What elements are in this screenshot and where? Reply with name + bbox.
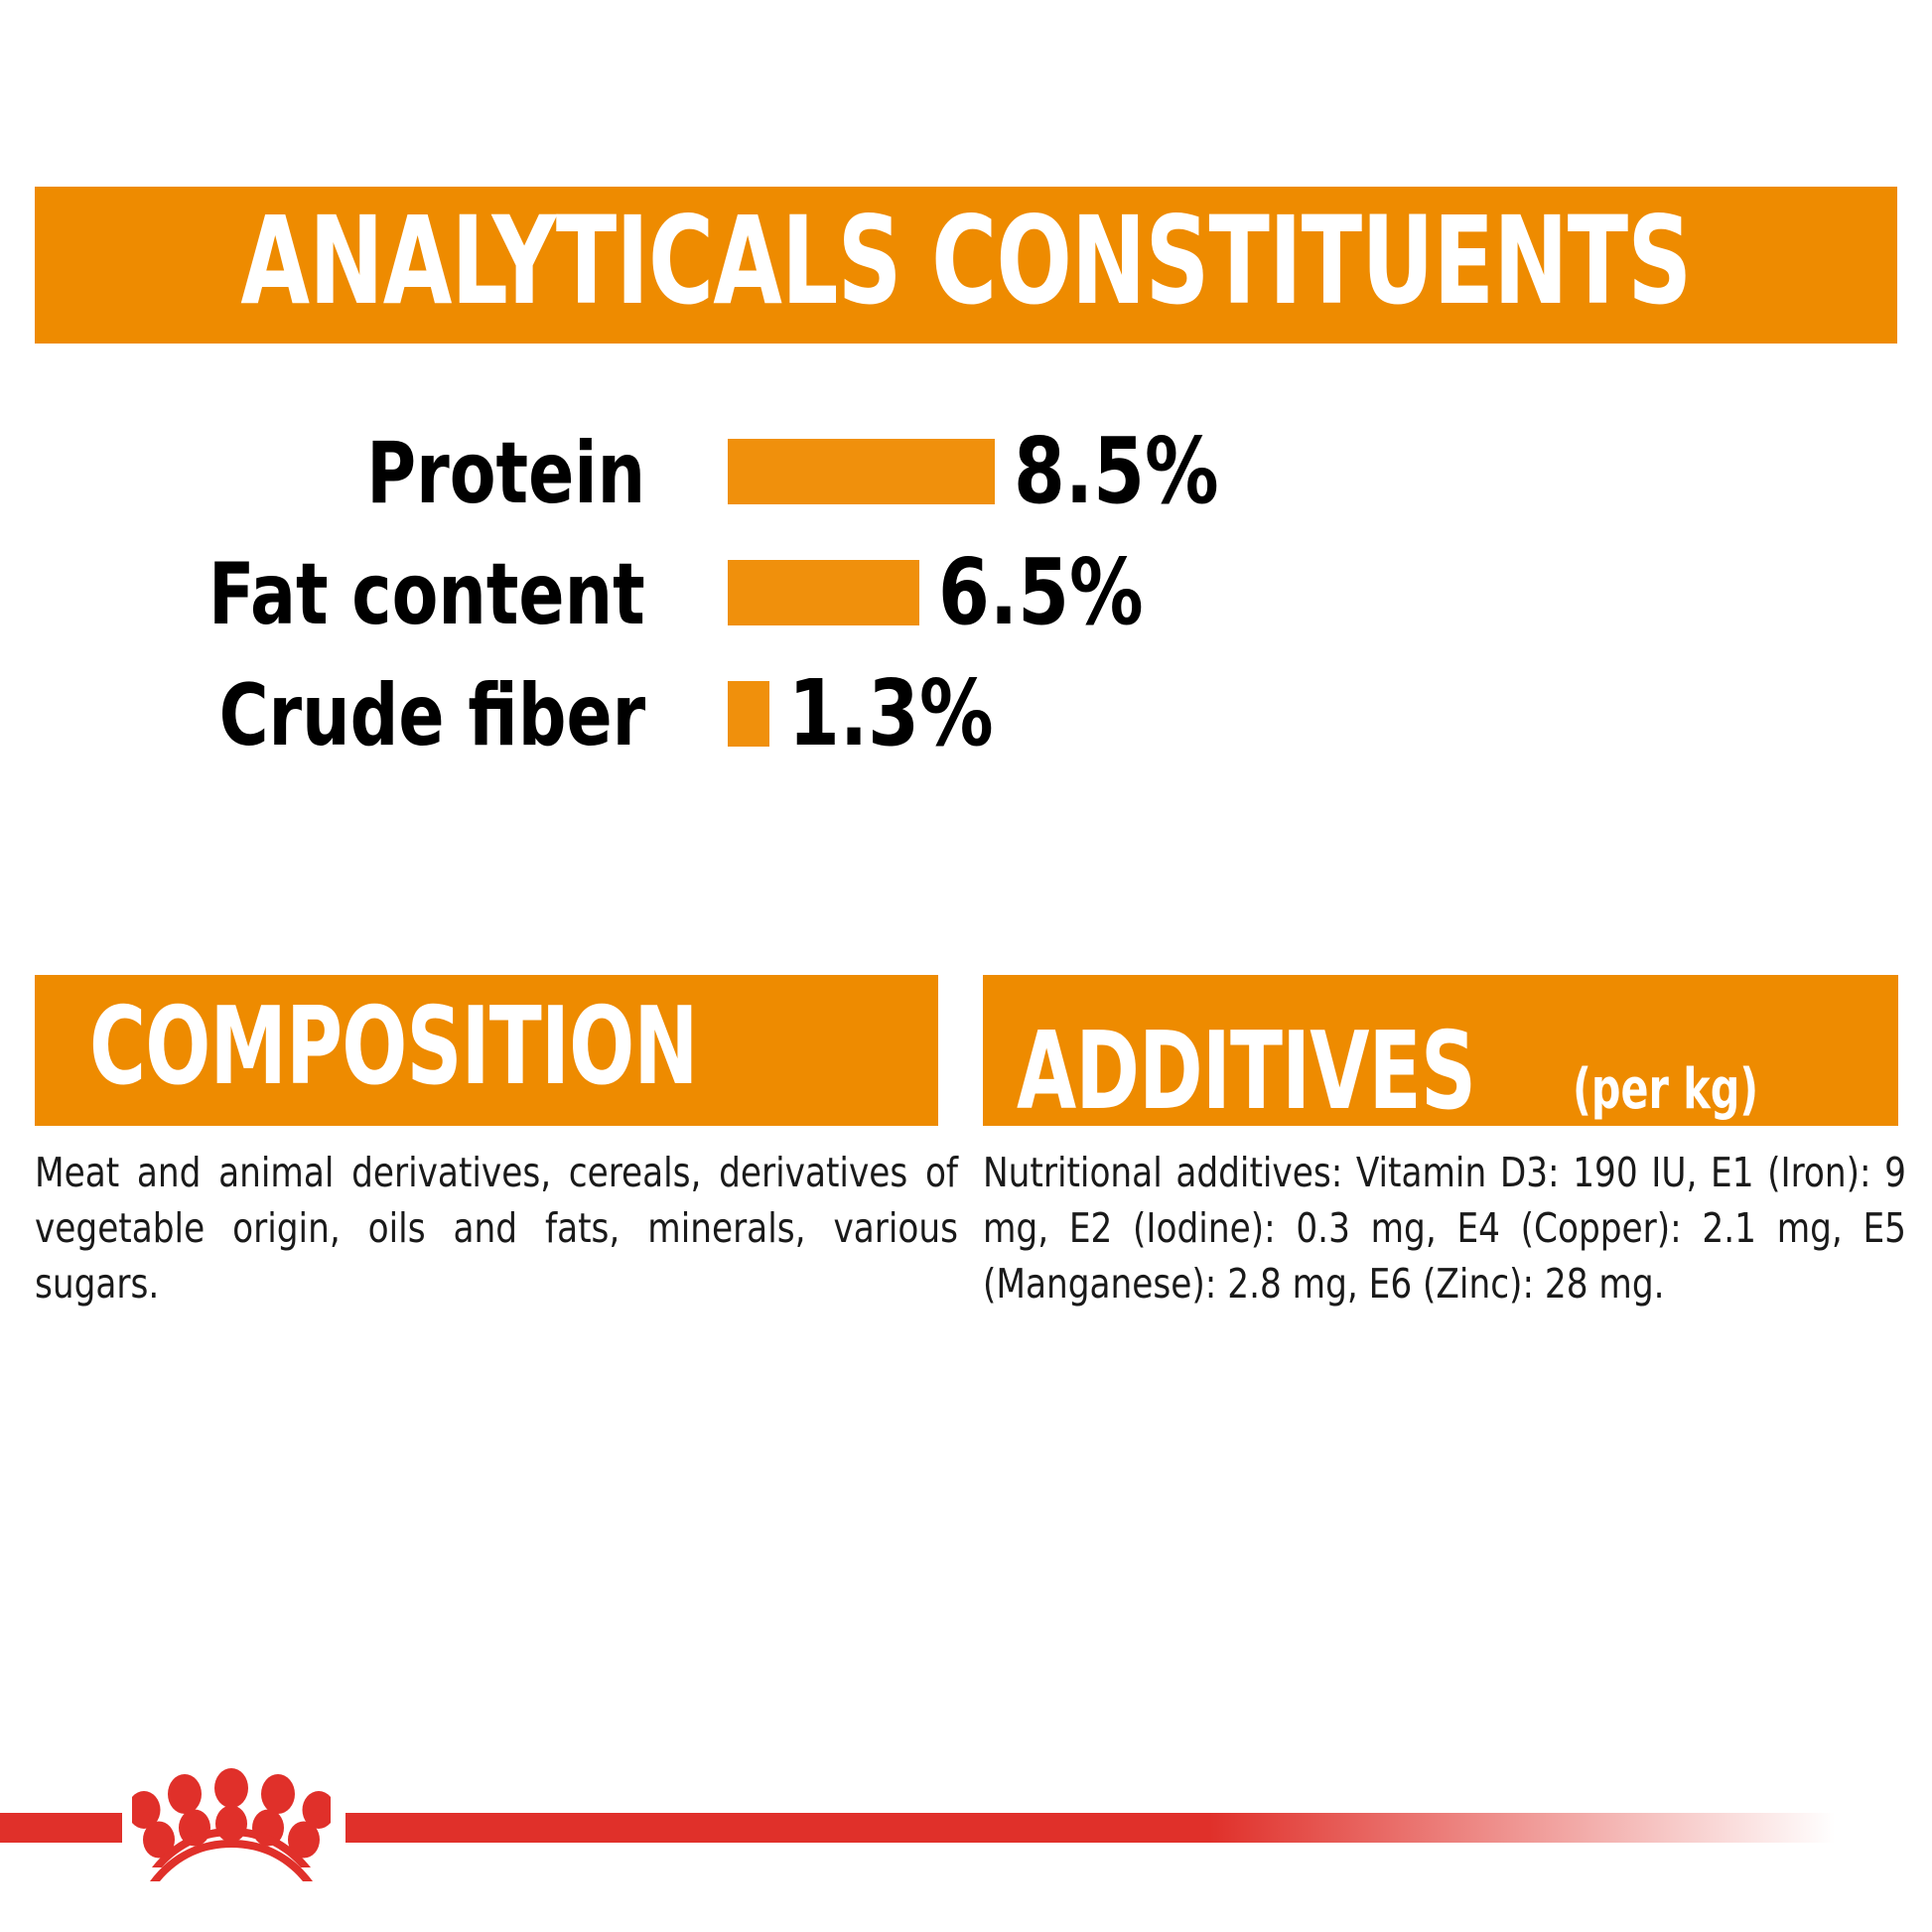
nutrient-row-protein: Protein 8.5% <box>0 395 1932 524</box>
additives-text: Nutritional additives: Vitamin D3: 190 I… <box>983 1149 1906 1308</box>
nutrient-bar-group-protein: 8.5% <box>728 418 1242 524</box>
nutrient-label-fat-content: Fat content <box>208 545 645 644</box>
additives-banner-inner: ADDITIVES (per kg) <box>1017 975 1799 1126</box>
nutrient-bar-group-crude-fiber: 1.3% <box>728 660 1017 766</box>
nutrient-value-crude-fiber: 1.3% <box>788 660 994 766</box>
nutrient-row-fat-content: Fat content 6.5% <box>0 516 1932 645</box>
nutrient-label-crude-fiber: Crude fiber <box>218 666 645 765</box>
nutrient-row-crude-fiber: Crude fiber 1.3% <box>0 637 1932 759</box>
nutrient-bar-crude-fiber <box>728 681 769 747</box>
nutrient-value-protein: 8.5% <box>1014 418 1219 524</box>
nutrient-label-protein: Protein <box>366 424 645 523</box>
additives-banner-subtitle: (per kg) <box>1572 1057 1758 1122</box>
analyticals-constituents-banner: ANALYTICALS CONSTITUENTS <box>35 187 1897 344</box>
footer-stripe-right <box>345 1813 1835 1843</box>
royal-canin-crown-icon <box>132 1768 331 1881</box>
composition-banner-title: COMPOSITION <box>89 985 698 1109</box>
footer-stripe-left <box>0 1813 122 1843</box>
additives-banner-title: ADDITIVES <box>1017 1010 1476 1134</box>
analyticals-banner-title: ANALYTICALS CONSTITUENTS <box>240 191 1692 332</box>
composition-banner: COMPOSITION <box>35 975 938 1126</box>
nutrient-bar-fat-content <box>728 560 919 625</box>
additives-banner: ADDITIVES (per kg) <box>983 975 1898 1126</box>
nutrient-bar-group-fat-content: 6.5% <box>728 539 1167 645</box>
footer <box>0 1757 1932 1932</box>
nutrient-bar-protein <box>728 439 995 504</box>
nutrient-value-fat-content: 6.5% <box>938 539 1144 645</box>
composition-text: Meat and animal derivatives, cereals, de… <box>35 1149 958 1308</box>
analyticals-constituents-chart: Protein 8.5% Fat content 6.5% Crude fibe… <box>0 395 1932 759</box>
